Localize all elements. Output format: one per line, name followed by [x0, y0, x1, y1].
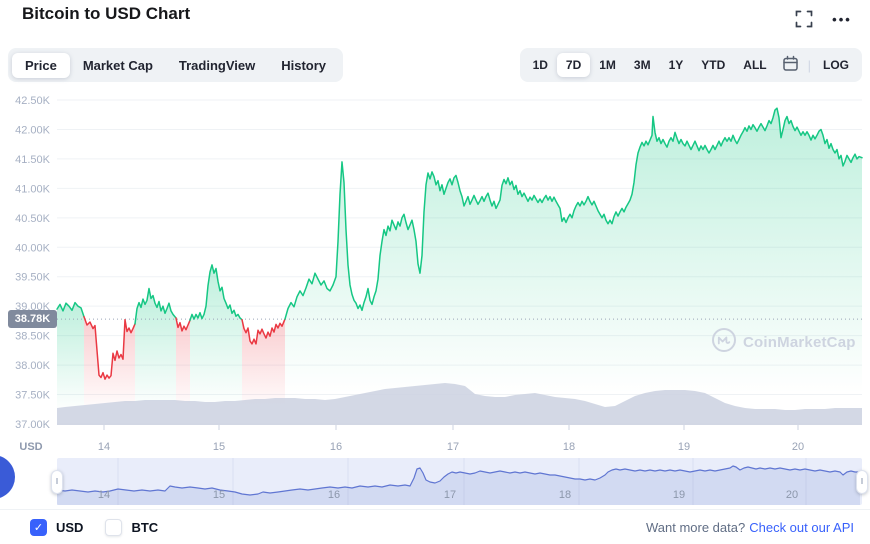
svg-text:41.00K: 41.00K	[15, 183, 51, 195]
api-prompt: Want more data? Check out our API	[646, 520, 854, 535]
svg-text:15: 15	[213, 489, 225, 501]
page-title: Bitcoin to USD Chart	[22, 4, 191, 23]
svg-text:40.00K: 40.00K	[15, 242, 51, 254]
range-1d[interactable]: 1D	[524, 53, 557, 77]
divider: |	[807, 57, 811, 73]
chat-widget-bubble[interactable]	[0, 455, 15, 499]
range-all[interactable]: ALL	[734, 53, 775, 77]
svg-text:16: 16	[328, 489, 340, 501]
calendar-icon	[782, 55, 799, 75]
svg-text:40.50K: 40.50K	[15, 213, 51, 225]
range-1m[interactable]: 1M	[590, 53, 625, 77]
svg-text:17: 17	[444, 489, 456, 501]
usd-toggle[interactable]: ✓ USD	[30, 518, 84, 536]
svg-text:37.00K: 37.00K	[15, 419, 51, 431]
tab-history[interactable]: History	[268, 53, 339, 78]
api-link[interactable]: Check out our API	[749, 519, 854, 535]
calendar-button[interactable]	[776, 52, 805, 78]
svg-text:16: 16	[330, 441, 342, 453]
navigator-right-handle[interactable]: ‖	[856, 469, 868, 494]
range-ytd[interactable]: YTD	[692, 53, 734, 77]
svg-text:38.00K: 38.00K	[15, 360, 51, 372]
coinmarketcap-logo-icon	[711, 327, 737, 358]
svg-text:39.50K: 39.50K	[15, 272, 51, 284]
svg-text:14: 14	[98, 489, 110, 501]
grip-icon: ‖	[55, 476, 59, 486]
api-prompt-text: Want more data?	[645, 519, 746, 535]
more-options-button[interactable]: •••	[828, 10, 856, 30]
ellipsis-icon: •••	[832, 12, 852, 27]
svg-text:37.50K: 37.50K	[15, 390, 51, 402]
svg-text:20: 20	[786, 489, 798, 501]
watermark: CoinMarketCap	[711, 327, 856, 358]
log-scale-button[interactable]: LOG	[814, 53, 858, 77]
svg-text:14: 14	[98, 441, 110, 453]
usd-checkbox[interactable]: ✓	[30, 518, 47, 536]
chart-footer: ✓ USD BTC Want more data? Check out our A…	[0, 509, 870, 544]
tab-market-cap[interactable]: Market Cap	[70, 53, 166, 78]
svg-text:USD: USD	[19, 441, 42, 453]
svg-text:19: 19	[678, 441, 690, 453]
usd-label: USD	[56, 519, 84, 535]
price-chart[interactable]: 42.50K 42.00K 41.50K 41.00K 40.50K 40.00K 39.5…	[0, 90, 870, 455]
navigator-mini-chart: 14 15 16 17 18 19 20	[56, 458, 860, 505]
fullscreen-icon	[795, 10, 813, 31]
chart-type-tabs: Price Market Cap TradingView History	[8, 48, 344, 82]
fullscreen-button[interactable]	[794, 10, 814, 30]
navigator-left-handle[interactable]: ‖	[51, 469, 63, 494]
range-3m[interactable]: 3M	[625, 53, 660, 77]
tab-price[interactable]: Price	[12, 52, 70, 78]
svg-text:41.50K: 41.50K	[15, 154, 51, 166]
range-7d[interactable]: 7D	[556, 53, 591, 77]
svg-text:20: 20	[792, 441, 804, 453]
btc-toggle[interactable]: BTC	[105, 518, 159, 536]
watermark-text: CoinMarketCap	[743, 334, 856, 351]
check-icon: ✓	[33, 521, 44, 534]
svg-text:18: 18	[559, 489, 571, 501]
btc-checkbox[interactable]	[105, 518, 123, 536]
grip-icon: ‖	[860, 476, 864, 486]
tab-tradingview[interactable]: TradingView	[166, 53, 268, 78]
svg-text:19: 19	[673, 489, 685, 501]
current-price-badge: 38.78K	[8, 310, 57, 328]
svg-text:18: 18	[563, 441, 575, 453]
range-1y[interactable]: 1Y	[660, 53, 693, 77]
svg-text:42.00K: 42.00K	[15, 124, 51, 136]
btc-label: BTC	[131, 519, 159, 535]
chart-range-navigator[interactable]: 14 15 16 17 18 19 20 ‖ ‖	[51, 458, 868, 505]
svg-text:17: 17	[447, 441, 459, 453]
svg-text:38.50K: 38.50K	[15, 331, 51, 343]
svg-text:15: 15	[213, 441, 225, 453]
svg-text:42.50K: 42.50K	[15, 95, 51, 107]
time-range-selector: 1D 7D 1M 3M 1Y YTD ALL | LOG	[519, 48, 862, 82]
